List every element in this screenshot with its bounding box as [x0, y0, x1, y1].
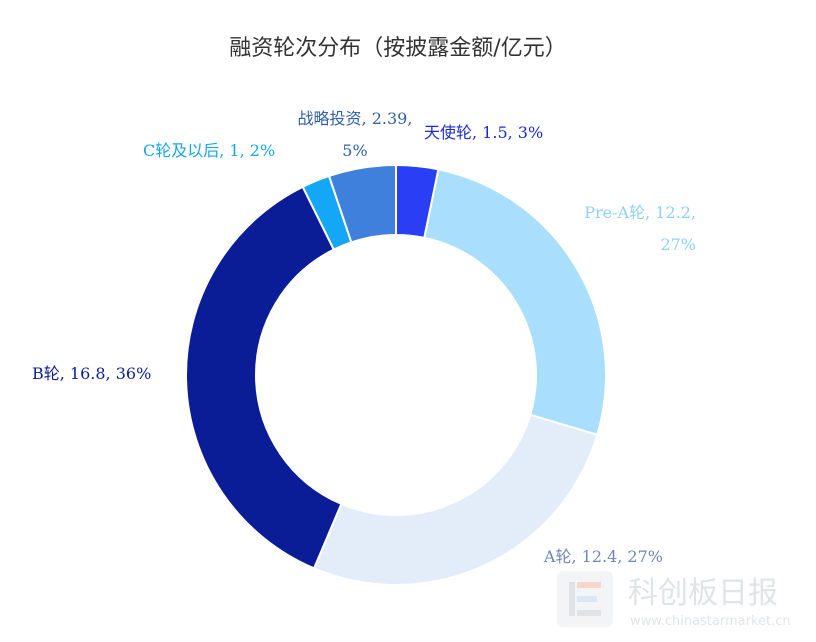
slice-label-6: 战略投资, 2.39, 5% [298, 109, 413, 160]
watermark-url: www.chinastarmarket.cn [630, 614, 791, 629]
watermark-name: 科创板日报 [628, 576, 778, 611]
chart-title: 融资轮次分布（按披露金额/亿元） [229, 36, 566, 61]
slice-label-3: A轮, 12.4, 27% [543, 547, 663, 566]
slice-4 [185, 185, 343, 570]
watermark: 科创板日报 www.chinastarmarket.cn [557, 571, 791, 629]
slice-6 [327, 163, 397, 244]
labels-layer: 天使轮, 1.5, 3% Pre-A轮, 12.2, 27% A轮, 12.4, 27… [32, 109, 696, 566]
slice-3 [312, 413, 599, 586]
slice-2 [423, 168, 607, 437]
slice-label-1: 天使轮, 1.5, 3% [424, 123, 543, 142]
slices-layer [185, 163, 607, 586]
slice-label-2: Pre-A轮, 12.2, 27% [584, 203, 696, 254]
slice-label-4: B轮, 16.8, 36% [32, 364, 151, 383]
slice-label-5: C轮及以后, 1, 2% [143, 141, 275, 160]
watermark-logo-icon [557, 571, 613, 627]
